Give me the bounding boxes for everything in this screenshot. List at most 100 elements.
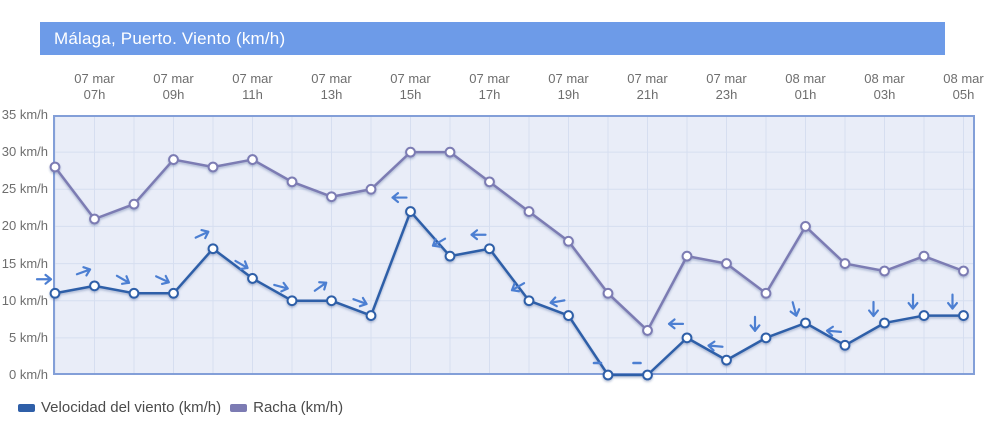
gust-point[interactable] bbox=[721, 258, 732, 269]
gust-point[interactable] bbox=[168, 154, 179, 165]
gust-point[interactable] bbox=[405, 146, 416, 158]
wind-point[interactable] bbox=[444, 250, 456, 262]
page-title: Málaga, Puerto. Viento (km/h) bbox=[54, 28, 286, 48]
y-tick-label: 25 km/h bbox=[1, 181, 48, 197]
wind-point[interactable] bbox=[760, 332, 772, 344]
y-tick-label: 30 km/h bbox=[1, 144, 48, 160]
wind-direction-arrow bbox=[391, 192, 408, 204]
gust-point[interactable] bbox=[879, 265, 890, 277]
wind-point[interactable] bbox=[721, 354, 732, 366]
gust-point[interactable] bbox=[365, 183, 377, 195]
wind-point[interactable] bbox=[918, 310, 930, 321]
plot-background bbox=[53, 115, 975, 375]
x-tick-label: 08 mar 01h bbox=[785, 71, 826, 102]
gust-line bbox=[54, 150, 964, 332]
wind-point[interactable] bbox=[128, 287, 140, 299]
x-tick-label: 07 mar 21h bbox=[627, 71, 668, 102]
wind-line bbox=[54, 210, 964, 377]
wind-point[interactable] bbox=[563, 310, 574, 321]
wind-series bbox=[49, 206, 969, 381]
wind-point[interactable] bbox=[286, 295, 298, 307]
wind-point[interactable] bbox=[484, 243, 495, 255]
wind-direction-arrow bbox=[868, 300, 879, 318]
wind-direction-arrow bbox=[115, 274, 131, 285]
wind-direction-arrow bbox=[907, 293, 919, 310]
gust-point[interactable] bbox=[49, 161, 61, 173]
x-tick-label: 07 mar 15h bbox=[390, 71, 431, 102]
wind-point[interactable] bbox=[839, 339, 851, 351]
gust-point[interactable] bbox=[523, 206, 535, 217]
y-tick-label: 5 km/h bbox=[8, 329, 48, 345]
x-tick-label: 07 mar 17h bbox=[469, 71, 510, 102]
y-tick-label: 0 km/h bbox=[8, 367, 48, 382]
legend: Velocidad del viento (km/h) Racha (km/h) bbox=[18, 399, 343, 416]
x-tick-label: 07 mar 09h bbox=[153, 71, 194, 102]
wind-direction-arrow bbox=[155, 274, 170, 286]
wind-series-swatch bbox=[18, 403, 35, 412]
gust-point[interactable] bbox=[128, 198, 140, 210]
wind-point[interactable] bbox=[958, 310, 969, 321]
wind-direction-arrow bbox=[273, 281, 289, 293]
wind-direction-arrow bbox=[947, 293, 958, 310]
gust-point[interactable] bbox=[800, 221, 811, 232]
gust-point[interactable] bbox=[89, 213, 100, 225]
wind-point[interactable] bbox=[523, 295, 535, 307]
wind-direction-arrow bbox=[510, 282, 526, 293]
wind-direction-arrow bbox=[749, 315, 761, 332]
wind-point[interactable] bbox=[800, 317, 811, 329]
wind-point[interactable] bbox=[207, 243, 219, 255]
gust-point[interactable] bbox=[444, 146, 456, 158]
x-tick-label: 07 mar 19h bbox=[548, 71, 589, 102]
wind-direction-arrow bbox=[352, 296, 368, 308]
legend-item-gust[interactable]: Racha (km/h) bbox=[230, 399, 343, 416]
gust-point[interactable] bbox=[839, 258, 851, 269]
wind-point[interactable] bbox=[365, 310, 377, 321]
wind-point[interactable] bbox=[405, 206, 416, 217]
gust-series bbox=[49, 146, 969, 336]
y-tick-label: 10 km/h bbox=[1, 292, 48, 308]
x-tick-label: 08 mar 05h bbox=[943, 71, 984, 102]
gust-point[interactable] bbox=[642, 325, 653, 336]
gust-point[interactable] bbox=[958, 265, 969, 277]
wind-point[interactable] bbox=[168, 287, 179, 299]
wind-point[interactable] bbox=[681, 332, 693, 344]
y-tick-label: 20 km/h bbox=[1, 218, 48, 234]
y-tick-label: 15 km/h bbox=[1, 255, 48, 271]
gust-point[interactable] bbox=[207, 161, 219, 173]
wind-point[interactable] bbox=[326, 295, 337, 307]
x-tick-label: 08 mar 03h bbox=[864, 71, 905, 102]
gust-point[interactable] bbox=[247, 154, 258, 165]
gust-point[interactable] bbox=[286, 176, 298, 188]
x-tick-label: 07 mar 07h bbox=[74, 71, 115, 102]
wind-series-label: Velocidad del viento (km/h) bbox=[41, 399, 222, 416]
gust-point[interactable] bbox=[760, 287, 772, 299]
wind-point[interactable] bbox=[879, 317, 890, 329]
gust-point[interactable] bbox=[602, 287, 614, 299]
gust-point[interactable] bbox=[484, 176, 495, 188]
wind-direction-arrows bbox=[35, 192, 958, 365]
gust-point[interactable] bbox=[326, 191, 337, 203]
wind-chart-svg bbox=[35, 115, 975, 381]
wind-direction-arrow bbox=[707, 340, 724, 352]
gust-point[interactable] bbox=[918, 250, 930, 262]
gust-point[interactable] bbox=[681, 250, 693, 262]
wind-direction-arrow bbox=[194, 228, 210, 240]
wind-point[interactable] bbox=[642, 369, 653, 381]
x-tick-label: 07 mar 11h bbox=[232, 71, 273, 102]
chart-title-bar: Málaga, Puerto. Viento (km/h) bbox=[40, 22, 945, 55]
wind-point[interactable] bbox=[49, 287, 61, 299]
wind-direction-arrow bbox=[470, 229, 487, 241]
wind-direction-arrow bbox=[234, 259, 249, 271]
wind-direction-arrow bbox=[75, 266, 92, 277]
x-tick-label: 07 mar 23h bbox=[706, 71, 747, 102]
wind-direction-arrow bbox=[789, 301, 801, 317]
wind-direction-arrow bbox=[825, 325, 843, 337]
wind-point[interactable] bbox=[89, 280, 100, 292]
wind-direction-arrow bbox=[313, 281, 328, 292]
wind-point[interactable] bbox=[247, 273, 258, 284]
wind-direction-arrow bbox=[549, 296, 566, 308]
wind-point[interactable] bbox=[602, 369, 614, 381]
wind-direction-arrow bbox=[431, 237, 447, 248]
legend-item-wind[interactable]: Velocidad del viento (km/h) bbox=[18, 399, 221, 416]
gust-point[interactable] bbox=[563, 235, 574, 247]
